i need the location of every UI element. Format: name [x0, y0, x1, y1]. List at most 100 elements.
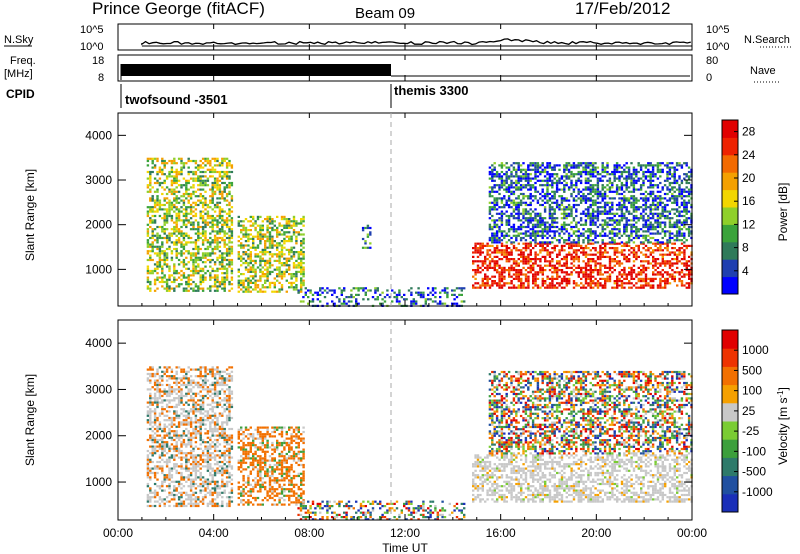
echo-cell: [685, 219, 688, 222]
echo-cell: [546, 275, 549, 278]
echo-cell: [237, 284, 240, 287]
plot-title: Prince George (fitACF): [92, 0, 265, 18]
echo-cell: [541, 241, 544, 244]
echo-cell: [163, 212, 166, 215]
echo-cell: [524, 195, 528, 198]
echo-cell: [300, 284, 303, 287]
echo-cell: [290, 251, 293, 254]
echo-cell: [524, 275, 528, 278]
echo-cell: [553, 192, 556, 196]
echo-cell: [620, 203, 624, 207]
echo-cell: [642, 210, 645, 213]
echo-cell: [247, 277, 250, 280]
echo-cell: [524, 184, 528, 187]
echo-cell: [146, 177, 150, 180]
echo-cell: [637, 219, 640, 222]
echo-cell: [527, 225, 530, 229]
echo-cell: [146, 438, 150, 442]
echo-cell: [323, 289, 327, 292]
echo-cell: [685, 190, 688, 193]
echo-cell: [189, 269, 193, 273]
echo-cell: [565, 214, 568, 218]
echo-cell: [213, 239, 217, 242]
echo-cell: [527, 230, 530, 233]
echo-cell: [572, 232, 576, 235]
echo-cell: [302, 218, 305, 221]
echo-cell: [661, 162, 664, 165]
echo-cell: [687, 175, 691, 178]
echo-cell: [589, 230, 592, 233]
echo-cell: [527, 262, 530, 265]
echo-cell: [228, 190, 231, 193]
echo-cell: [558, 177, 561, 180]
echo-cell: [683, 214, 686, 218]
echo-cell: [623, 258, 626, 261]
echo-cell: [608, 262, 612, 265]
echo-cell: [295, 251, 298, 254]
echo-cell: [512, 190, 516, 193]
echo-cell: [283, 224, 286, 227]
echo-cell: [548, 179, 552, 182]
echo-cell: [199, 287, 202, 290]
echo-cell: [668, 239, 672, 242]
echo-cell: [280, 270, 284, 273]
echo-cell: [553, 219, 556, 222]
echo-cell: [156, 383, 159, 387]
echo-cell: [548, 214, 552, 218]
echo-cell: [539, 242, 542, 245]
echo-cell: [541, 217, 544, 220]
echo-cell: [213, 206, 217, 209]
echo-cell: [240, 281, 243, 284]
echo-cell: [149, 173, 152, 176]
echo-cell: [596, 251, 600, 254]
echo-cell: [551, 282, 554, 285]
echo-cell: [472, 255, 475, 258]
echo-cell: [273, 259, 276, 262]
echo-cell: [170, 250, 174, 253]
echo-cell: [685, 179, 688, 182]
echo-cell: [661, 236, 664, 240]
echo-cell: [158, 256, 162, 259]
echo-cell: [290, 257, 293, 260]
echo-cell: [173, 232, 176, 235]
echo-cell: [575, 251, 578, 254]
echo-cell: [620, 199, 624, 202]
echo-cell: [685, 210, 688, 213]
echo-cell: [563, 212, 566, 215]
echo-cell: [261, 257, 264, 260]
echo-cell: [170, 206, 174, 209]
echo-cell: [479, 253, 482, 256]
echo-cell: [651, 197, 655, 200]
echo-cell: [185, 208, 188, 211]
echo-cell: [546, 199, 549, 202]
echo-cell: [517, 232, 520, 235]
echo-cell: [611, 236, 614, 240]
echo-cell: [563, 286, 566, 289]
echo-cell: [541, 273, 544, 276]
echo-cell: [216, 201, 219, 204]
echo-cell: [168, 188, 171, 191]
echo-cell: [596, 192, 600, 196]
echo-cell: [268, 233, 272, 236]
echo-cell: [630, 175, 633, 178]
echo-cell: [618, 251, 621, 254]
echo-cell: [498, 264, 501, 267]
echo-cell: [505, 253, 508, 256]
echo-cell: [536, 201, 540, 204]
cpid-segment-2: themis 3300: [394, 83, 468, 98]
echo-cell: [649, 232, 652, 235]
echo-cell: [642, 234, 645, 237]
echo-cell: [536, 162, 540, 165]
echo-cell: [510, 286, 513, 289]
echo-cell: [213, 289, 217, 292]
echo-cell: [642, 277, 645, 280]
echo-cell: [211, 221, 214, 224]
echo-cell: [680, 221, 684, 224]
echo-cell: [644, 249, 648, 252]
echo-cell: [204, 164, 207, 167]
echo-cell: [520, 273, 523, 276]
echo-cell: [618, 201, 621, 204]
echo-cell: [582, 253, 585, 256]
echo-cell: [498, 282, 501, 285]
echo-cell: [146, 230, 150, 233]
